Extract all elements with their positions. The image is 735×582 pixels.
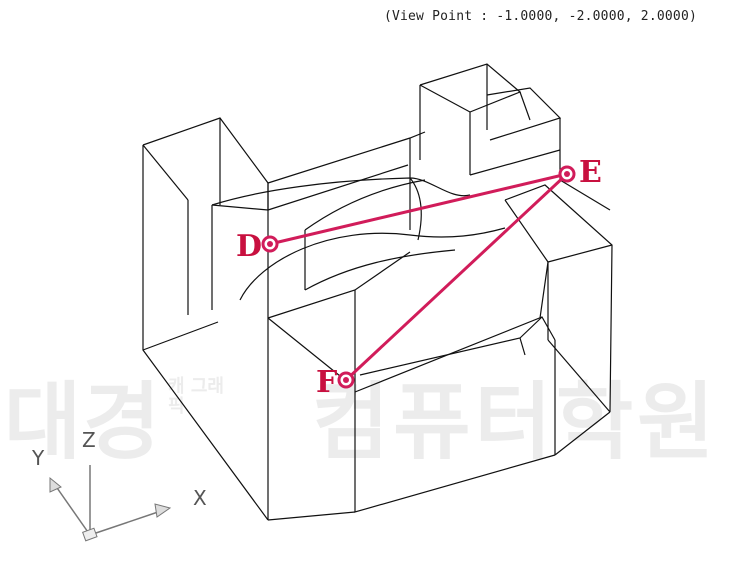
point-f-label: F — [316, 365, 337, 400]
point-e[interactable]: E — [558, 155, 602, 190]
right-front-block — [504, 179, 613, 413]
left-tall-block — [142, 117, 269, 521]
point-e-label: E — [579, 155, 602, 190]
y-arrow-icon — [49, 476, 62, 493]
line-e-to-f — [344, 172, 569, 382]
front-middle-block — [267, 251, 611, 521]
point-f[interactable]: F — [316, 365, 355, 400]
right-tower — [419, 63, 562, 180]
construction-lines — [269, 172, 569, 382]
curved-slot — [211, 177, 506, 310]
view-point-readout: (View Point : -1.0000, -2.0000, 2.0000) — [383, 9, 697, 24]
point-d[interactable]: D — [236, 229, 279, 264]
x-axis-label: X — [193, 486, 207, 510]
line-d-to-e — [269, 172, 568, 246]
x-arrow-icon — [154, 503, 172, 518]
ucs-icon: X Y Z — [31, 428, 207, 542]
z-axis-label: Z — [82, 428, 96, 452]
y-axis-label: Y — [31, 446, 45, 470]
point-d-label: D — [236, 229, 262, 264]
